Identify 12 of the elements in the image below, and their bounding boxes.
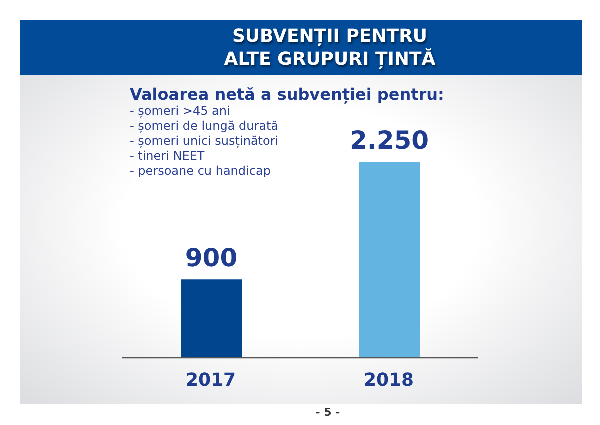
annotation: - persoane cu handicap xyxy=(130,164,272,179)
text: - 5 - xyxy=(314,405,342,421)
chart-subtitle: Valoarea netă a subvenției pentru: xyxy=(130,85,444,105)
chart-title: SUBVENȚII PENTRU ALTE GRUPURI ȚINTĂ xyxy=(223,25,437,71)
data-label: 900 xyxy=(185,244,238,273)
text: - șomeri >45 ani xyxy=(130,104,232,119)
text: - șomeri unici susținători xyxy=(130,134,279,149)
text: - șomeri de lungă durată xyxy=(130,119,279,134)
x-tick-label: 2018 xyxy=(364,370,414,391)
x-tick-label: 2017 xyxy=(186,370,236,391)
annotation: - tineri NEET xyxy=(130,149,206,164)
data-label: 2.250 xyxy=(350,126,430,155)
